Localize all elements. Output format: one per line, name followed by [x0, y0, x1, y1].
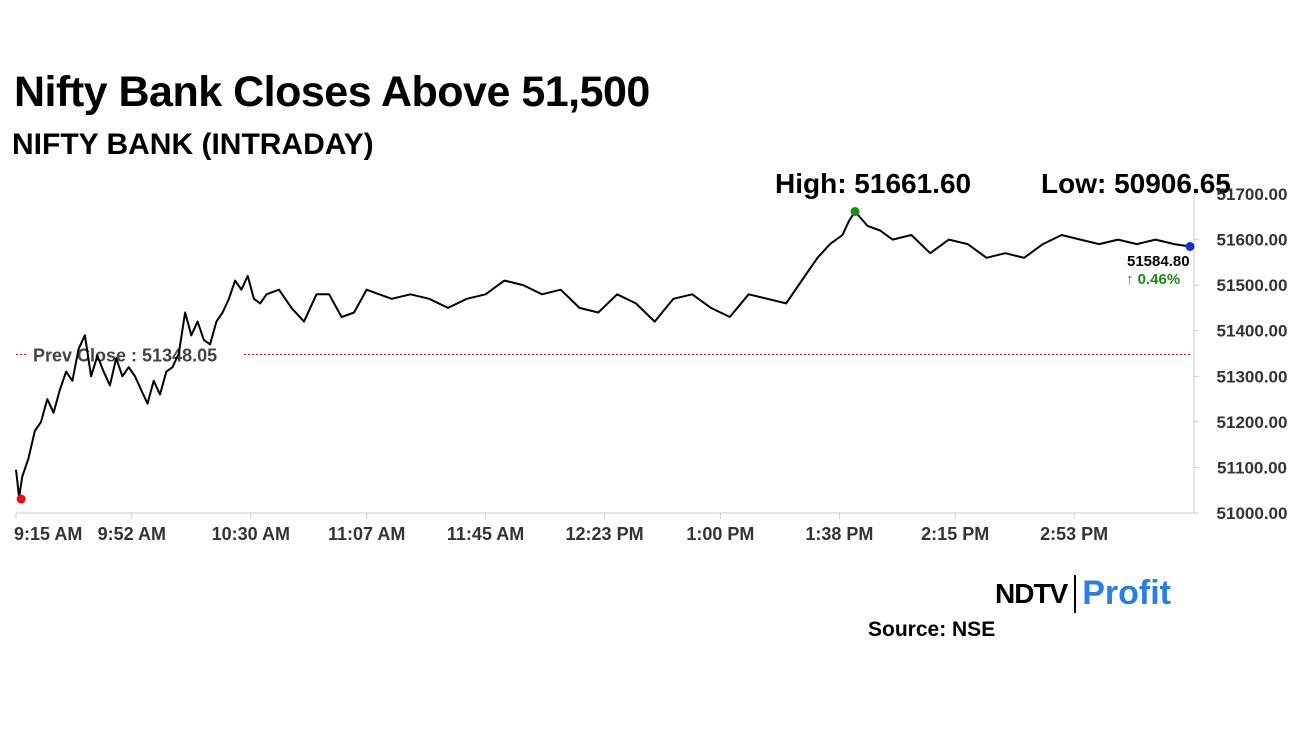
x-tick-label: 9:52 AM [98, 524, 166, 544]
y-tick-label: 51000.00 [1217, 504, 1288, 523]
series-group [15, 210, 1191, 499]
labels-group: 51584.80↑ 0.46% [1126, 253, 1190, 288]
y-tick-label: 51300.00 [1217, 367, 1288, 386]
low-point-marker [16, 494, 26, 504]
chart-subtitle: NIFTY BANK (INTRADAY) [12, 128, 374, 161]
y-tick-label: 51700.00 [1217, 185, 1288, 204]
source-note: Source: NSE [868, 618, 996, 641]
x-tick-label: 2:15 PM [921, 524, 989, 544]
last-point-marker [1185, 241, 1195, 251]
x-tick-label: 1:38 PM [805, 524, 873, 544]
prev-close-group: Prev Close : 51348.05 [16, 343, 1190, 365]
y-tick-label: 51600.00 [1217, 231, 1288, 250]
prev-close-label-bg [28, 343, 244, 364]
change-percent-label: ↑ 0.46% [1126, 271, 1180, 288]
axes: 51000.00 51100.00 51200.00 51300.00 51400.00… [14, 185, 1287, 544]
x-tick-label: 12:23 PM [566, 524, 644, 544]
y-tick-label: 51400.00 [1217, 322, 1288, 341]
y-tick-label: 51200.00 [1217, 413, 1288, 432]
low-label: Low: 50906.65 [1041, 168, 1231, 199]
high-label: High: 51661.60 [775, 168, 972, 199]
x-tick-label: 1:00 PM [686, 524, 754, 544]
logo-divider [1074, 574, 1077, 613]
logo-ndtv-text: NDTV [995, 577, 1068, 609]
prev-close-label: Prev Close : 51348.05 [33, 345, 217, 365]
ndtv-profit-logo: NDTV Profit [995, 574, 1171, 613]
x-tick-label: 10:30 AM [212, 524, 290, 544]
y-tick-label: 51500.00 [1217, 276, 1288, 295]
series-line [15, 210, 1191, 499]
x-tick-label: 11:07 AM [328, 524, 405, 544]
y-tick-label: 51100.00 [1217, 458, 1287, 477]
markers-group [16, 206, 1195, 504]
x-tick-label: 2:53 PM [1040, 524, 1108, 544]
logo-profit-text: Profit [1082, 574, 1172, 612]
high-point-marker [850, 206, 860, 216]
x-tick-label: 9:15 AM [14, 524, 82, 544]
x-tick-label: 11:45 AM [447, 524, 524, 544]
last-price-label: 51584.80 [1127, 253, 1190, 270]
chart-title: Nifty Bank Closes Above 51,500 [14, 68, 650, 116]
